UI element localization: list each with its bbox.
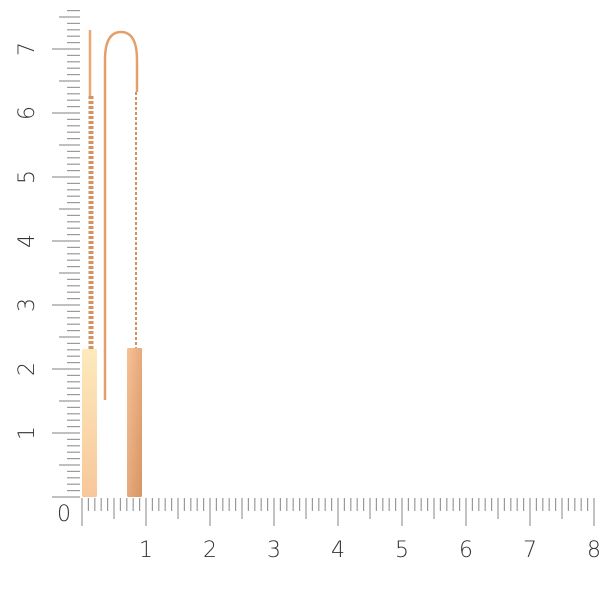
ruler-x-label: 7 (523, 538, 537, 563)
ruler-y-label: 1 (15, 426, 40, 440)
earring-hook (103, 30, 139, 400)
earring-bar (127, 348, 142, 497)
ruler-y-label: 7 (15, 42, 40, 56)
earring-right (103, 30, 142, 497)
ruler-x-label: 1 (139, 538, 153, 563)
ruler-y-label: 4 (15, 234, 40, 248)
earring-bar (82, 349, 97, 497)
ruler-x-label: 4 (331, 538, 345, 563)
ruler-y-label: 3 (15, 298, 40, 312)
ruler-origin-label: 0 (57, 502, 71, 527)
ruler-x-label: 5 (395, 538, 409, 563)
ruler-x-label: 8 (587, 538, 600, 563)
ruler-y-label: 5 (15, 170, 40, 184)
ruler-x-label: 2 (203, 538, 217, 563)
ruler-y-label: 6 (15, 106, 40, 120)
ruler: 0 1 2 3 4 5 6 7 8 1 2 3 4 5 6 7 (15, 10, 600, 563)
earring-left (82, 30, 97, 497)
ruler-x-label: 6 (459, 538, 473, 563)
ruler-y-label: 2 (15, 362, 40, 376)
ruler-x-label: 3 (267, 538, 281, 563)
